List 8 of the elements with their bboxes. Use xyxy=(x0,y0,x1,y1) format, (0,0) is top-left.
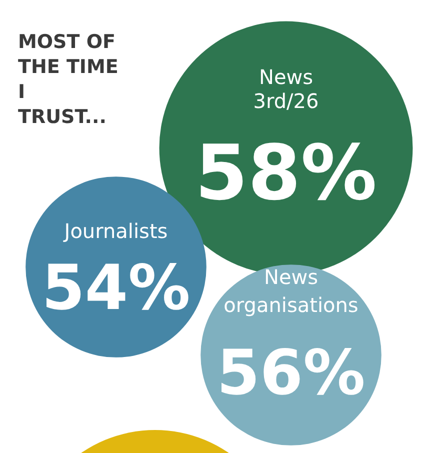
category-label: News xyxy=(258,65,314,89)
data-label: 54% xyxy=(42,251,190,324)
category-label: News organisations xyxy=(224,265,358,317)
data-label: 56% xyxy=(216,336,366,409)
text: 3rd/26 xyxy=(253,89,319,113)
data-label: 58% xyxy=(195,128,377,217)
category-label: Journalists xyxy=(62,219,168,243)
text: MOST OF THE TIME I TRUST... xyxy=(18,31,118,128)
